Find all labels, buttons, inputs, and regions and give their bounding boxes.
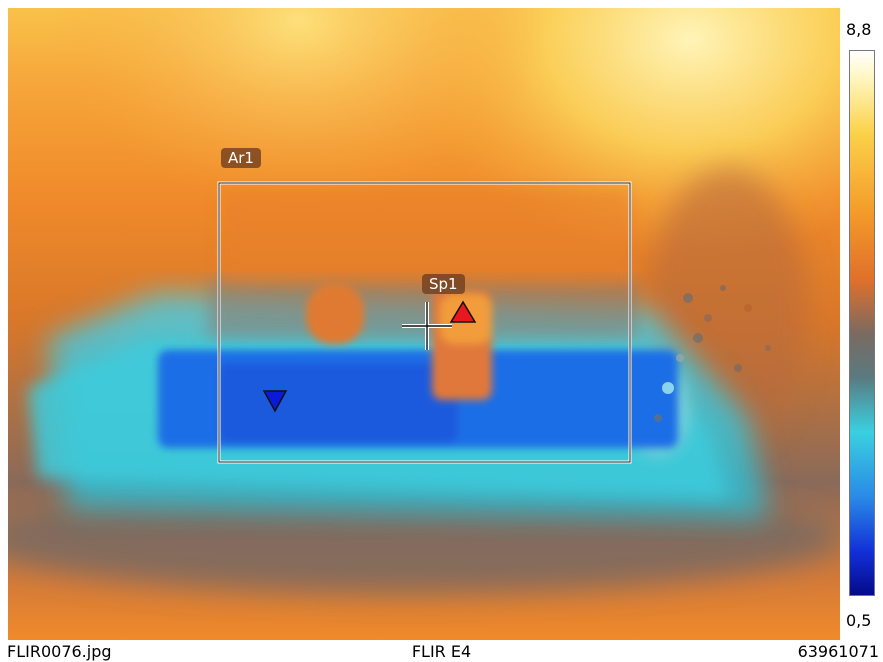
footer-filename: FLIR0076.jpg — [7, 642, 112, 661]
footer-camera-model: FLIR E4 — [411, 642, 472, 661]
footer-serial-number: 63961071 — [797, 642, 879, 661]
measurement-area-inner-line — [218, 182, 631, 463]
thermal-image: Ar1 Sp1 — [8, 8, 840, 640]
thermal-picture — [8, 8, 840, 640]
scale-max-value: 8,8 — [846, 20, 872, 39]
color-scale-bar — [849, 50, 875, 596]
area-label: Ar1 — [221, 148, 261, 168]
cold-spot-marker-icon — [262, 390, 288, 413]
spot-label: Sp1 — [422, 274, 465, 294]
crosshair-icon — [402, 302, 452, 350]
hot-spot-marker-icon — [449, 300, 477, 323]
scale-min-value: 0,5 — [846, 611, 872, 630]
